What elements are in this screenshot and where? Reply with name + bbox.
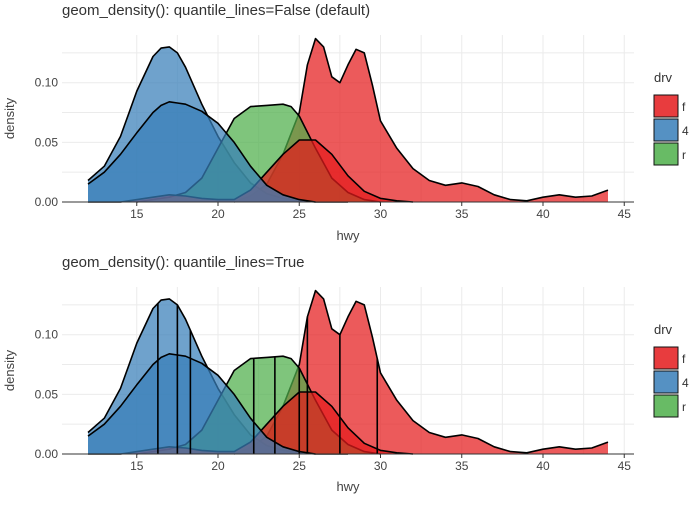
legend-label: 4 xyxy=(682,376,689,390)
x-tick-label: 35 xyxy=(455,459,469,473)
x-tick-label: 45 xyxy=(618,459,632,473)
x-axis-title: hwy xyxy=(336,228,360,243)
y-tick-label: 0.00 xyxy=(35,447,59,461)
x-tick-label: 25 xyxy=(293,207,307,221)
density-outline-4 xyxy=(87,353,316,455)
legend-label: f xyxy=(682,100,686,114)
y-tick-label: 0.05 xyxy=(35,387,59,401)
legend-label: r xyxy=(682,148,686,162)
legend-label: f xyxy=(682,352,686,366)
legend-swatch-r[interactable] xyxy=(653,394,679,418)
x-tick-label: 15 xyxy=(130,207,144,221)
y-axis-title: density xyxy=(2,97,17,139)
y-axis-title: density xyxy=(2,349,17,391)
y-tick-label: 0.05 xyxy=(35,135,59,149)
legend: drv f 4 r xyxy=(653,322,689,418)
x-tick-label: 40 xyxy=(536,207,550,221)
density-outline-4 xyxy=(87,101,316,203)
legend-label: 4 xyxy=(682,124,689,138)
y-tick-label: 0.10 xyxy=(35,328,59,342)
legend-swatch-r[interactable] xyxy=(653,142,679,166)
legend-title: drv xyxy=(654,70,673,85)
legend-label: r xyxy=(682,400,686,414)
x-tick-label: 40 xyxy=(536,459,550,473)
legend-swatch-f[interactable] xyxy=(653,346,679,370)
legend-swatch-4[interactable] xyxy=(653,370,679,394)
x-tick-label: 35 xyxy=(455,207,469,221)
x-tick-label: 25 xyxy=(293,459,307,473)
chart-title: geom_density(): quantile_lines=True xyxy=(62,254,305,271)
legend: drv f 4 r xyxy=(653,70,689,166)
x-axis-title: hwy xyxy=(336,479,360,494)
y-tick-label: 0.10 xyxy=(35,76,59,90)
chart-title: geom_density(): quantile_lines=False (de… xyxy=(62,2,370,19)
density-outline-f xyxy=(233,37,609,203)
x-tick-label: 30 xyxy=(374,459,388,473)
x-tick-label: 30 xyxy=(374,207,388,221)
x-tick-label: 45 xyxy=(618,207,632,221)
legend-swatch-f[interactable] xyxy=(653,94,679,118)
density-outline-f xyxy=(233,289,609,455)
x-tick-label: 20 xyxy=(211,207,225,221)
y-tick-label: 0.00 xyxy=(35,195,59,209)
legend-title: drv xyxy=(654,322,673,337)
chart-panel-2: geom_density(): quantile_lines=True 15 20 2… xyxy=(2,254,689,494)
x-tick-label: 15 xyxy=(130,459,144,473)
legend-swatch-4[interactable] xyxy=(653,118,679,142)
x-tick-label: 20 xyxy=(211,459,225,473)
chart-panel-1: geom_density(): quantile_lines=False (de… xyxy=(2,2,689,243)
